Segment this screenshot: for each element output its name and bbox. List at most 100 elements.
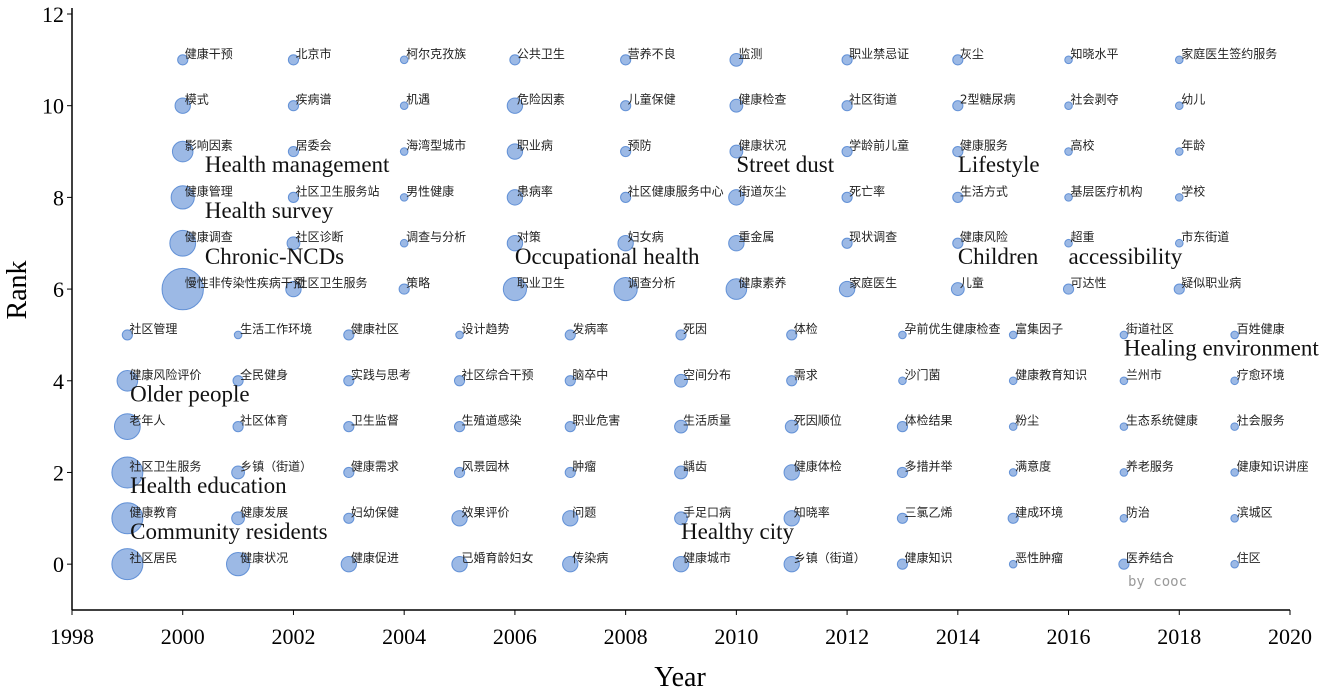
annotation-layer: Community residents Health education Older… [130, 152, 1319, 544]
keyword-label: 超重 [1071, 229, 1095, 244]
keyword-label: 沙门菌 [904, 367, 940, 382]
keyword-label: 社区卫生服务站 [295, 183, 379, 198]
bubble [1119, 514, 1129, 523]
bubble [1119, 376, 1129, 386]
bubble [838, 280, 856, 298]
keyword-label: 满意度 [1015, 458, 1051, 473]
bubble [451, 555, 468, 573]
keyword-label: 社区卫生服务 [295, 275, 367, 290]
keyword-label: 乡镇（街道） [240, 459, 312, 473]
bubble [564, 466, 576, 479]
bubble [672, 555, 690, 573]
bubble [729, 52, 744, 67]
bubble [1064, 101, 1073, 110]
x-tick-label: 2004 [382, 624, 426, 649]
keyword-label: 健康教育 [129, 504, 177, 519]
topic-annotation: Healthy city [681, 519, 795, 544]
keyword-label: 职业病 [517, 138, 553, 153]
keyword-label: 医养结合 [1126, 550, 1174, 565]
bubble [728, 189, 745, 206]
x-tick-label: 2006 [493, 624, 537, 649]
bubble [896, 558, 909, 570]
bubble [1230, 376, 1239, 386]
keyword-label: 发病率 [572, 321, 608, 336]
keyword-label: 疗愈环境 [1237, 367, 1285, 382]
bubble [952, 237, 964, 249]
y-axis-title: Rank [2, 260, 33, 319]
bubble [898, 376, 907, 386]
bubble [1173, 283, 1185, 295]
bubble [562, 555, 579, 573]
keyword-label: 空间分布 [683, 368, 731, 382]
keyword-label: 监测 [738, 47, 762, 61]
bubble [1064, 193, 1073, 202]
x-tick-label: 2020 [1268, 624, 1312, 649]
keyword-label: 生殖道感染 [462, 413, 522, 428]
bubble [111, 502, 144, 535]
bubble [509, 54, 521, 66]
bubble [225, 552, 251, 577]
keyword-label: 营养不良 [628, 46, 676, 61]
bubble [1174, 238, 1184, 248]
x-tick-label: 2002 [271, 624, 315, 649]
topic-annotation: Community residents [130, 519, 327, 544]
bubble [729, 98, 744, 113]
x-tick-label: 2016 [1047, 624, 1091, 649]
keyword-label: 健康风险 [960, 229, 1008, 244]
keyword-label: 居委会 [295, 139, 331, 153]
y-axis-ticks: 0 2 4 6 8 10 12 [42, 2, 72, 577]
bubble [952, 54, 964, 66]
keyword-label: 学龄前儿童 [849, 138, 909, 153]
bubble [786, 329, 798, 341]
keyword-label: 健康服务 [960, 138, 1008, 153]
keyword-label: 滨城区 [1237, 504, 1273, 519]
keyword-label: 手足口病 [683, 504, 731, 519]
keyword-label: 卫生监督 [351, 413, 399, 428]
keyword-label: 柯尔克孜族 [406, 46, 466, 61]
keyword-label: 死因顺位 [794, 413, 842, 428]
bubble-layer [111, 52, 1239, 581]
keyword-label: 健康干预 [185, 46, 233, 61]
bubble [169, 229, 197, 257]
bubble [502, 276, 528, 302]
keyword-label: 肿瘤 [572, 458, 596, 473]
keyword-label: 社区诊断 [295, 229, 343, 244]
bubble [399, 193, 409, 202]
bubble [1008, 376, 1018, 386]
bubble [620, 145, 632, 158]
keyword-label: 重金属 [738, 229, 774, 244]
keyword-label: 生活工作环境 [240, 321, 312, 336]
bubble [455, 330, 464, 340]
bubble [1174, 147, 1184, 156]
bubble [564, 421, 576, 433]
bubble [620, 100, 632, 112]
keyword-label: 职业卫生 [517, 276, 565, 290]
keyword-label: 策略 [406, 275, 430, 290]
bubble [675, 329, 687, 341]
bubble [231, 511, 245, 526]
keyword-label: 防治 [1126, 504, 1150, 519]
bubble [1230, 559, 1239, 569]
keyword-label: 知晓率 [794, 504, 830, 519]
bubble [177, 54, 189, 66]
bubble [171, 140, 194, 163]
topic-annotation: Occupational health [515, 244, 700, 269]
x-axis-title: Year [654, 662, 706, 692]
bubble [287, 100, 300, 112]
bubble [233, 330, 243, 340]
y-tick-label: 6 [53, 277, 64, 302]
keyword-label: 死亡率 [849, 183, 885, 198]
keyword-label: 慢性非传染性疾病干预 [185, 275, 305, 290]
keyword-label: 健康体检 [794, 458, 842, 473]
bubble [506, 97, 524, 114]
bubble [950, 282, 965, 296]
y-tick-label: 8 [53, 185, 64, 210]
keyword-label: 街道社区 [1126, 321, 1174, 336]
topic-annotation: Street dust [736, 152, 834, 177]
keyword-label: 乡镇（街道） [794, 551, 866, 565]
keyword-label: 健康调查 [185, 229, 233, 244]
keyword-label: 风景园林 [462, 459, 510, 473]
topic-annotation: Older people [130, 381, 249, 406]
keyword-label: 机遇 [406, 93, 430, 107]
keyword-label: 已婚育龄妇女 [462, 550, 534, 565]
